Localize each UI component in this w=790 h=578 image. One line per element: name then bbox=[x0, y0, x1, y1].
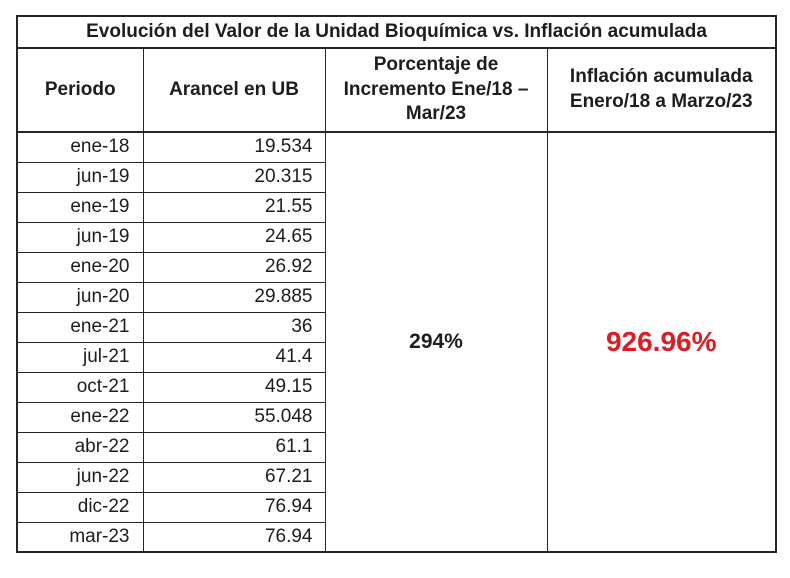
periodo-cell: abr-22 bbox=[16, 431, 144, 463]
table-row: jun-19 20.315 bbox=[16, 161, 776, 193]
periodo-cell: ene-18 bbox=[16, 131, 144, 163]
table-row: jun-20 29.885 bbox=[16, 281, 776, 313]
periodo-cell: jun-20 bbox=[16, 281, 144, 313]
table-body: ene-18 19.534 294% 926.96% jun-19 20.315… bbox=[16, 131, 777, 553]
table-row: oct-21 49.15 bbox=[16, 371, 776, 403]
arancel-cell: 76.94 bbox=[142, 521, 326, 553]
periodo-cell: ene-19 bbox=[16, 191, 144, 223]
increment-total-cell: 294% bbox=[324, 131, 548, 553]
arancel-cell: 61.1 bbox=[142, 431, 326, 463]
title-row: Evolución del Valor de la Unidad Bioquím… bbox=[16, 15, 777, 49]
periodo-cell: jun-19 bbox=[16, 221, 144, 253]
table-row: abr-22 61.1 bbox=[16, 431, 776, 463]
periodo-cell: dic-22 bbox=[16, 491, 144, 523]
table-row: dic-22 76.94 bbox=[16, 491, 776, 523]
table-row: mar-23 76.94 bbox=[16, 521, 776, 553]
periodo-cell: jun-19 bbox=[16, 161, 144, 193]
table-title: Evolución del Valor de la Unidad Bioquím… bbox=[16, 15, 777, 49]
col-header-inflacion: Inflación acumulada Enero/18 a Marzo/23 bbox=[546, 47, 777, 134]
table-row: ene-19 21.55 bbox=[16, 191, 776, 223]
col-header-incremento: Porcentaje de Incremento Ene/18 – Mar/23 bbox=[324, 47, 548, 134]
inflation-total-cell: 926.96% bbox=[546, 131, 777, 553]
arancel-cell: 49.15 bbox=[142, 371, 326, 403]
periodo-cell: mar-23 bbox=[16, 521, 144, 553]
arancel-cell: 36 bbox=[142, 311, 326, 343]
arancel-cell: 55.048 bbox=[142, 401, 326, 433]
arancel-cell: 67.21 bbox=[142, 461, 326, 493]
header-row: Periodo Arancel en UB Porcentaje de Incr… bbox=[16, 47, 777, 134]
arancel-cell: 19.534 bbox=[142, 131, 326, 163]
table-row: ene-18 19.534 294% 926.96% bbox=[16, 131, 777, 553]
arancel-cell: 76.94 bbox=[142, 491, 326, 523]
arancel-cell: 24.65 bbox=[142, 221, 326, 253]
periodo-cell: ene-20 bbox=[16, 251, 144, 283]
col-header-periodo: Periodo bbox=[16, 47, 144, 134]
periodo-cell: oct-21 bbox=[16, 371, 144, 403]
col-header-arancel: Arancel en UB bbox=[142, 47, 326, 134]
periodo-cell: ene-22 bbox=[16, 401, 144, 433]
table-row: jun-19 24.65 bbox=[16, 221, 776, 253]
arancel-cell: 29.885 bbox=[142, 281, 326, 313]
periodo-cell: jun-22 bbox=[16, 461, 144, 493]
arancel-cell: 21.55 bbox=[142, 191, 326, 223]
periodo-cell: jul-21 bbox=[16, 341, 144, 373]
table-row: ene-20 26.92 bbox=[16, 251, 776, 283]
table-row: ene-21 36 bbox=[16, 311, 776, 343]
arancel-cell: 41.4 bbox=[142, 341, 326, 373]
periodo-cell: ene-21 bbox=[16, 311, 144, 343]
arancel-cell: 26.92 bbox=[142, 251, 326, 283]
table-row: jul-21 41.4 bbox=[16, 341, 776, 373]
biochem-unit-table: Evolución del Valor de la Unidad Bioquím… bbox=[16, 15, 777, 554]
arancel-cell: 20.315 bbox=[142, 161, 326, 193]
